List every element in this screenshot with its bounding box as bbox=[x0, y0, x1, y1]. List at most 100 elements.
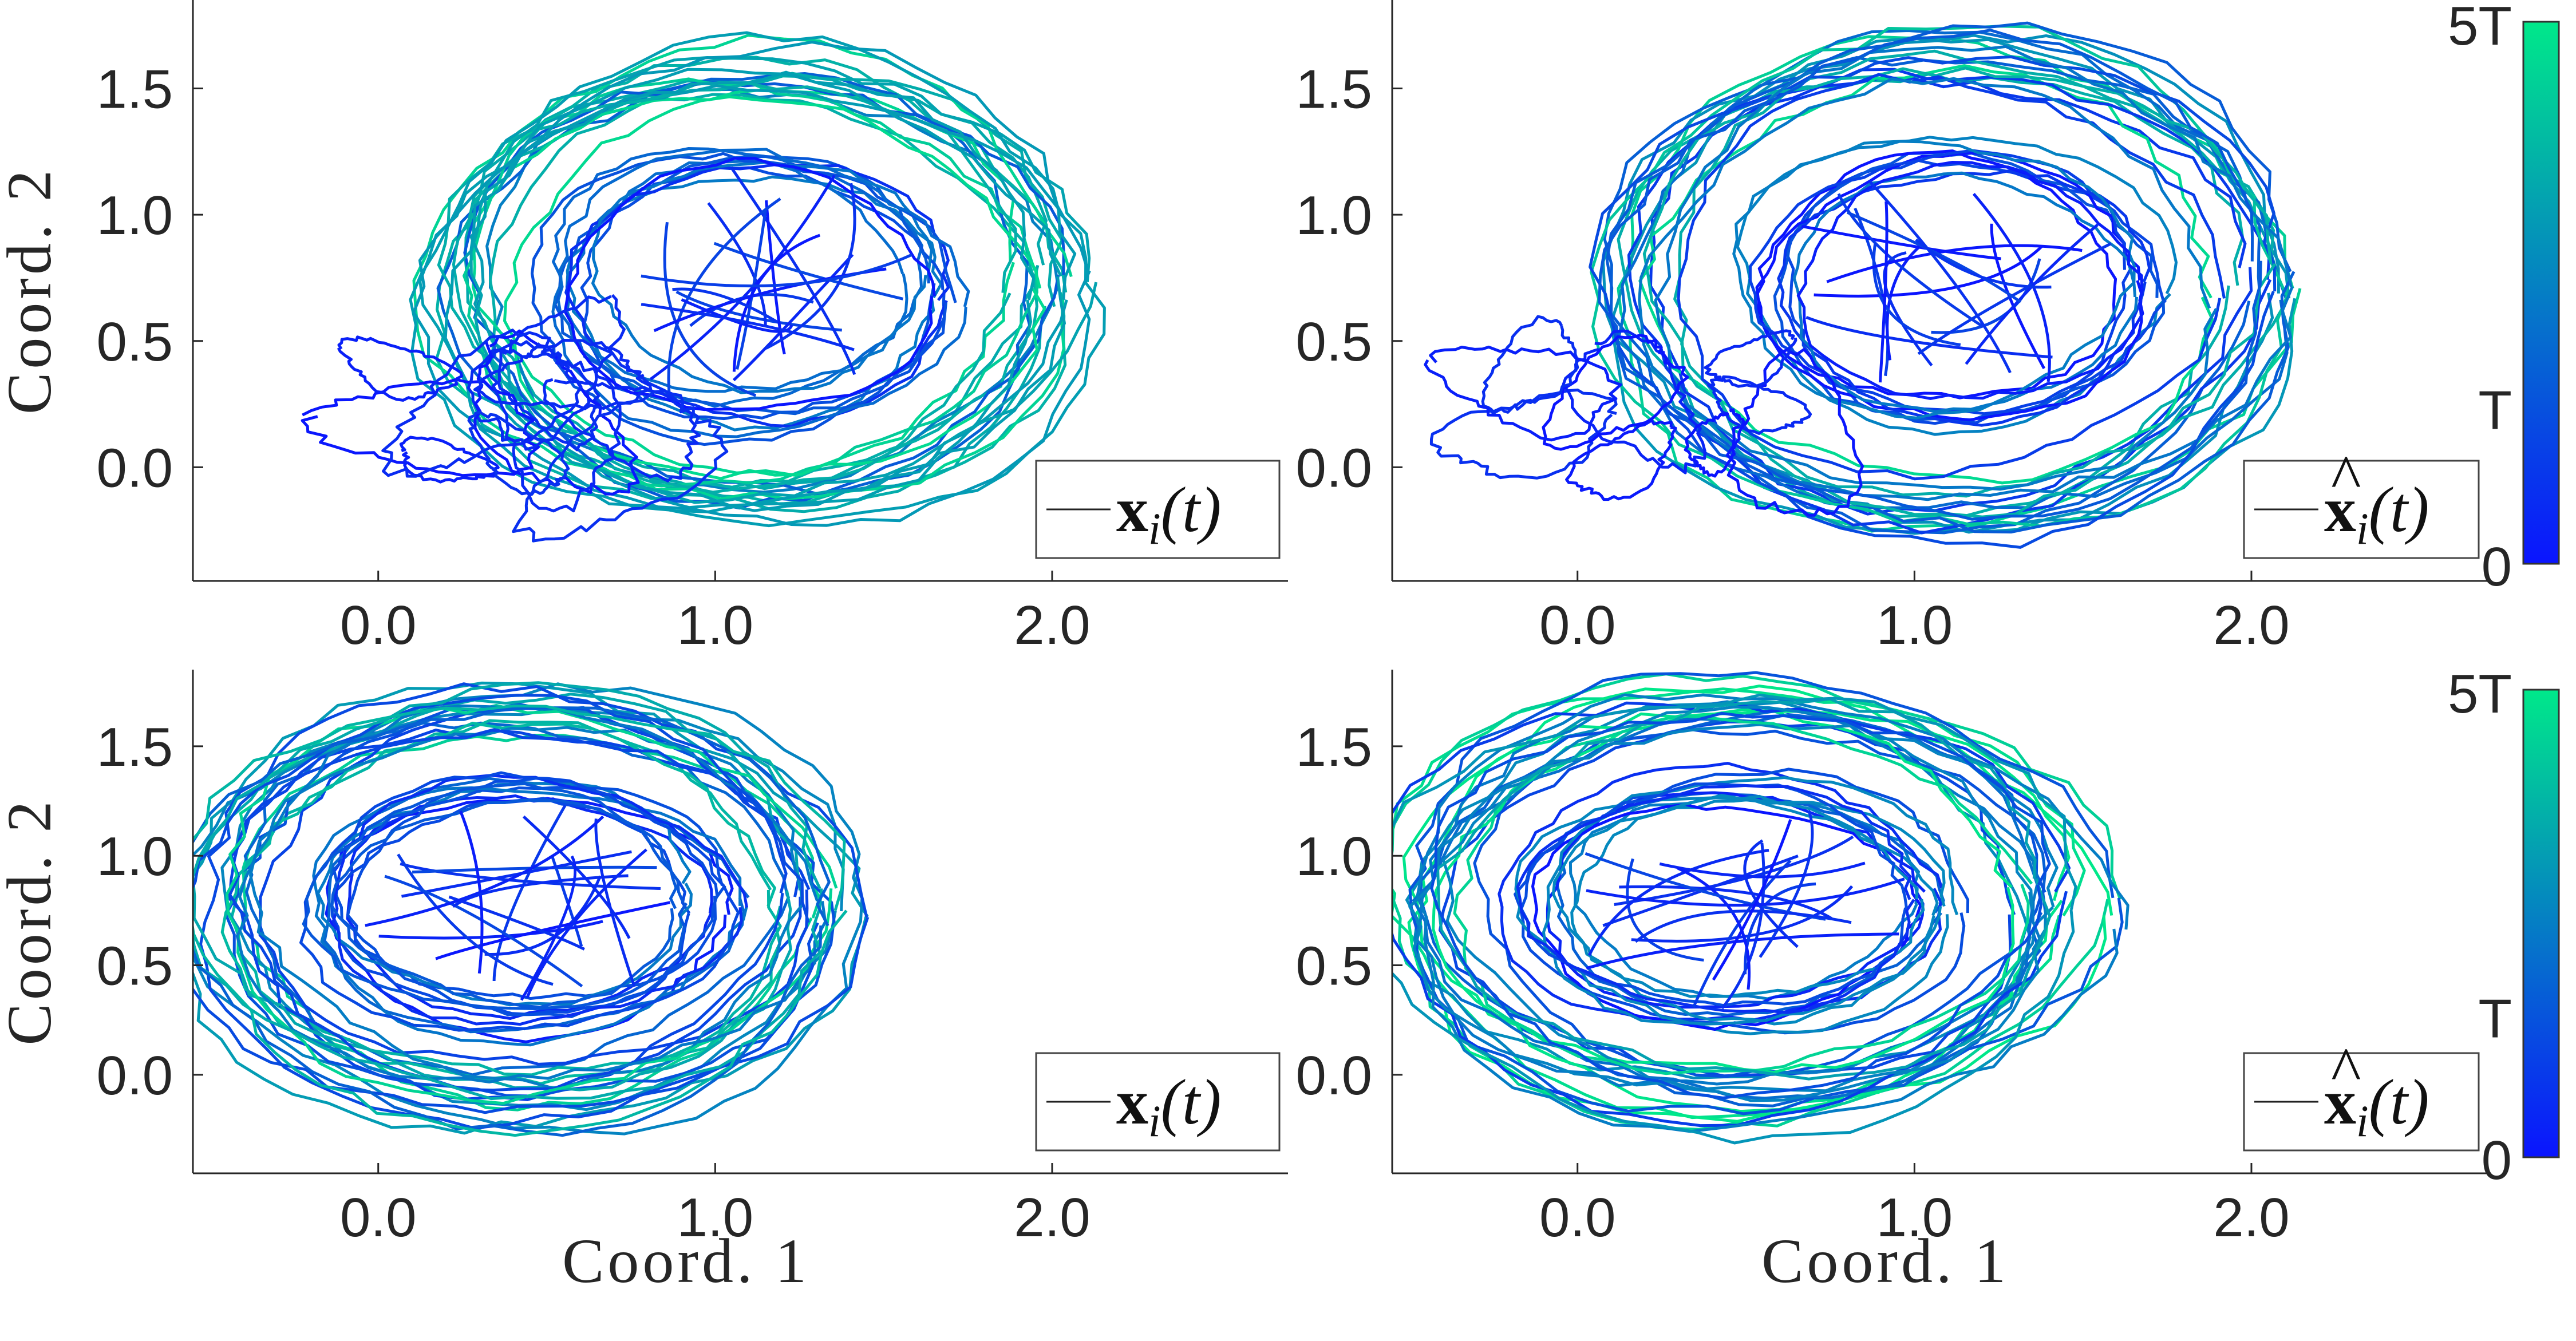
trajectory-line bbox=[1868, 180, 2012, 374]
trajectory-line bbox=[1514, 768, 1970, 1035]
trajectory-line bbox=[512, 389, 729, 543]
trajectory-line bbox=[591, 161, 933, 394]
x-tick-label: 1.0 bbox=[1876, 595, 1953, 656]
trajectory-line bbox=[1732, 140, 2136, 420]
trajectory-line bbox=[1631, 885, 1854, 943]
trajectory-line bbox=[1743, 839, 1799, 948]
x-tick-label: 2.0 bbox=[2213, 1187, 2289, 1248]
panel-bottom-right: 0.0 1.0 2.0 0.0 0.5 1.0 1.5 Coord. 1 xi(t)^ 5T T 0 bbox=[1296, 663, 2560, 1296]
trajectory-line bbox=[1649, 76, 2253, 516]
trajectory-line bbox=[1408, 671, 2124, 1115]
trajectory-line bbox=[1570, 794, 1925, 998]
trajectory-line bbox=[594, 818, 636, 987]
trajectory-line bbox=[1453, 714, 2033, 1075]
y-tick-label: 0.0 bbox=[97, 437, 173, 499]
trajectory-line bbox=[1796, 161, 2144, 400]
trajectory-group bbox=[193, 681, 870, 1137]
colorbar-gradient bbox=[2522, 21, 2560, 565]
trajectory-line bbox=[1627, 68, 2272, 535]
trajectory-line bbox=[448, 895, 585, 951]
trajectory-line bbox=[1590, 25, 2289, 528]
trajectory-line bbox=[520, 855, 577, 1001]
trajectory-line bbox=[1755, 151, 2143, 422]
legend: xi(t)^ bbox=[2243, 1035, 2480, 1152]
trajectory-line bbox=[469, 84, 1077, 512]
trajectory-line bbox=[193, 706, 831, 1137]
y-tick-label: 1.0 bbox=[97, 826, 173, 887]
trajectory-line bbox=[1677, 867, 1751, 990]
trajectory-line bbox=[1654, 45, 2294, 501]
panel-bottom-left: 0.0 1.0 2.0 0.0 0.5 1.0 1.5 Coord. 2 Coord. 1 xi(… bbox=[0, 670, 1288, 1296]
colorbar-tick-label: 5T bbox=[2448, 0, 2512, 57]
trajectory-line bbox=[1826, 244, 2083, 283]
trajectory-line bbox=[1626, 858, 1704, 962]
colorbar-tick-label: 0 bbox=[2482, 536, 2512, 598]
y-tick-label: 1.5 bbox=[1296, 717, 1372, 778]
trajectory-line bbox=[1429, 388, 1618, 480]
trajectory-line bbox=[1586, 932, 1899, 970]
trajectory-line bbox=[641, 253, 913, 288]
y-tick-label: 0.5 bbox=[97, 311, 173, 373]
trajectory-line bbox=[1432, 708, 2015, 1074]
trajectory-line bbox=[1520, 782, 1908, 1007]
trajectory-line bbox=[381, 329, 583, 478]
trajectory-line bbox=[332, 786, 726, 1018]
panel-top-left: 0.0 1.0 2.0 0.0 0.5 1.0 1.5 Coord. 2 xi(t) bbox=[0, 0, 1288, 656]
trajectory-line bbox=[1917, 242, 2112, 355]
trajectory-line bbox=[409, 31, 1106, 528]
trajectory-line bbox=[1617, 29, 2289, 509]
legend-label: xi(t) bbox=[1116, 1067, 1221, 1146]
trajectory-line bbox=[1777, 169, 2151, 427]
trajectory-line bbox=[563, 157, 936, 412]
trajectory-line bbox=[384, 875, 583, 988]
trajectory-line bbox=[1642, 66, 2277, 519]
trajectory-line bbox=[1915, 238, 2052, 289]
trajectory-line bbox=[641, 303, 855, 351]
trajectory-group bbox=[1424, 21, 2302, 549]
y-tick-label: 0.5 bbox=[97, 936, 173, 997]
y-tick-label: 1.0 bbox=[1296, 826, 1372, 887]
colorbar-tick-label: T bbox=[2478, 380, 2512, 441]
trajectory-line bbox=[1614, 835, 1854, 906]
colorbar-tick-label: 5T bbox=[2448, 663, 2512, 725]
trajectory-group bbox=[1392, 671, 2129, 1145]
trajectory-line bbox=[1442, 723, 2059, 1102]
y-tick-label: 0.5 bbox=[1296, 936, 1372, 997]
trajectory-line bbox=[1847, 211, 2022, 303]
trajectory-line bbox=[492, 339, 622, 513]
y-axis-label: Coord. 2 bbox=[0, 167, 64, 414]
trajectory-line bbox=[732, 234, 821, 372]
trajectory-line bbox=[1606, 21, 2296, 534]
trajectory-line bbox=[1424, 345, 1622, 442]
trajectory-line bbox=[1565, 419, 1677, 501]
trajectory-line bbox=[1659, 861, 1866, 879]
trajectory-line bbox=[243, 721, 791, 1077]
trajectory-line bbox=[193, 693, 801, 1091]
y-tick-label: 0.0 bbox=[1296, 437, 1372, 499]
trajectory-line bbox=[1617, 35, 2302, 533]
trajectory-line bbox=[337, 335, 464, 402]
trajectory-line bbox=[330, 798, 678, 1009]
trajectory-line bbox=[543, 378, 701, 482]
trajectory-line bbox=[1603, 56, 2262, 535]
trajectory-line bbox=[1531, 803, 1922, 1031]
trajectory-line bbox=[467, 410, 570, 496]
trajectory-line bbox=[452, 874, 629, 908]
legend-hat: ^ bbox=[2331, 442, 2361, 513]
trajectory-line bbox=[1712, 818, 1792, 981]
trajectory-line bbox=[301, 378, 540, 477]
legend: xi(t)^ bbox=[2243, 442, 2480, 559]
trajectory-line bbox=[399, 436, 500, 484]
trajectory-line bbox=[418, 70, 1036, 507]
x-tick-label: 1.0 bbox=[677, 595, 753, 656]
trajectory-line bbox=[228, 729, 788, 1092]
trajectory-line bbox=[1638, 77, 2218, 491]
colorbar: 5T T 0 bbox=[2448, 663, 2560, 1191]
trajectory-line bbox=[492, 804, 567, 982]
x-tick-label: 1.0 bbox=[1876, 1187, 1953, 1248]
colorbar: 5T T 0 bbox=[2448, 0, 2560, 598]
trajectory-line bbox=[1619, 885, 1833, 920]
trajectory-line bbox=[503, 95, 1046, 480]
x-tick-label: 0.0 bbox=[1539, 1187, 1615, 1248]
